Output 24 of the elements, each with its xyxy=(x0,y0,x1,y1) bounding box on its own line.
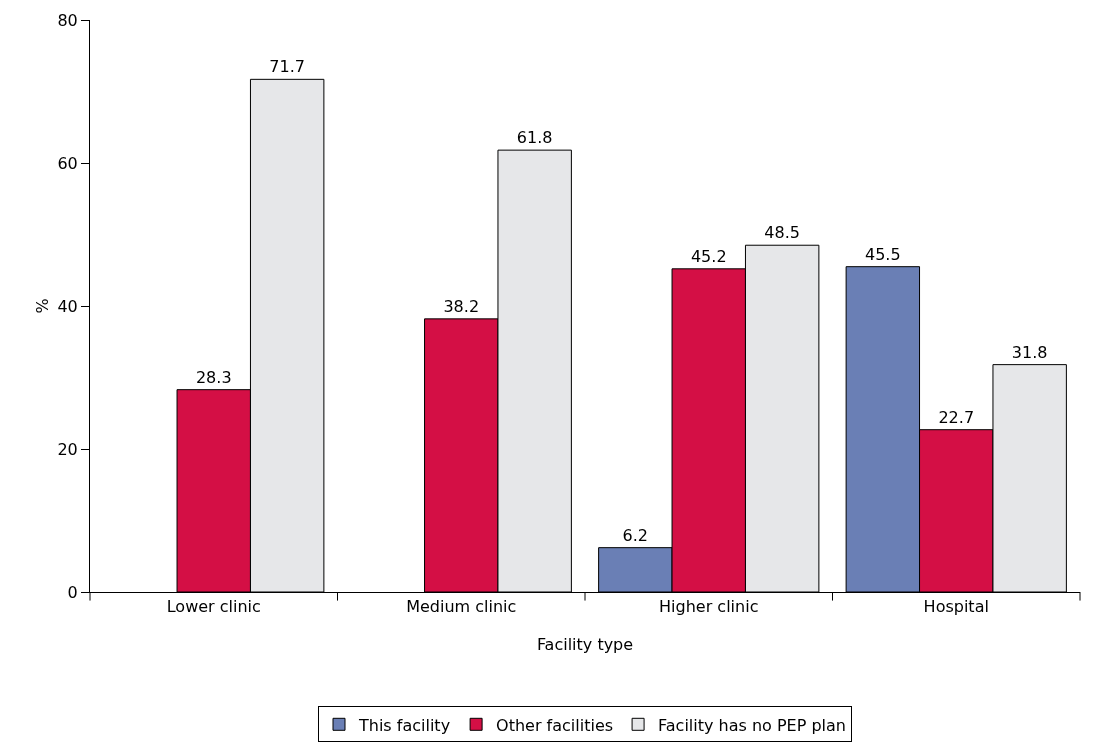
data-label: 71.7 xyxy=(269,57,305,77)
data-label: 45.5 xyxy=(865,244,901,264)
data-label: 6.2 xyxy=(622,525,649,545)
x-tick-label: Lower clinic xyxy=(166,597,261,617)
y-tick-label: 60 xyxy=(57,153,78,173)
y-axis-title: % xyxy=(33,298,52,314)
data-label: 28.3 xyxy=(195,367,232,387)
data-label: 31.8 xyxy=(1011,342,1048,362)
data-label: 61.8 xyxy=(516,128,553,148)
y-tick-label: 40 xyxy=(57,296,78,316)
y-tick-label: 0 xyxy=(67,582,78,602)
data-label: 48.5 xyxy=(764,223,800,243)
legend-label: This facility xyxy=(358,715,451,735)
x-tick-label: Medium clinic xyxy=(406,597,517,617)
x-tick-label: Hospital xyxy=(923,597,989,617)
y-tick-label: 80 xyxy=(57,10,78,30)
data-label: 38.2 xyxy=(443,296,480,316)
data-label: 22.7 xyxy=(938,407,975,427)
x-axis-title: Facility type xyxy=(536,635,634,654)
y-tick-label: 20 xyxy=(57,439,78,459)
legend-label: Other facilities xyxy=(496,715,614,735)
x-tick-label: Higher clinic xyxy=(659,597,759,617)
legend-label: Facility has no PEP plan xyxy=(658,715,846,735)
data-label: 45.2 xyxy=(690,246,727,266)
